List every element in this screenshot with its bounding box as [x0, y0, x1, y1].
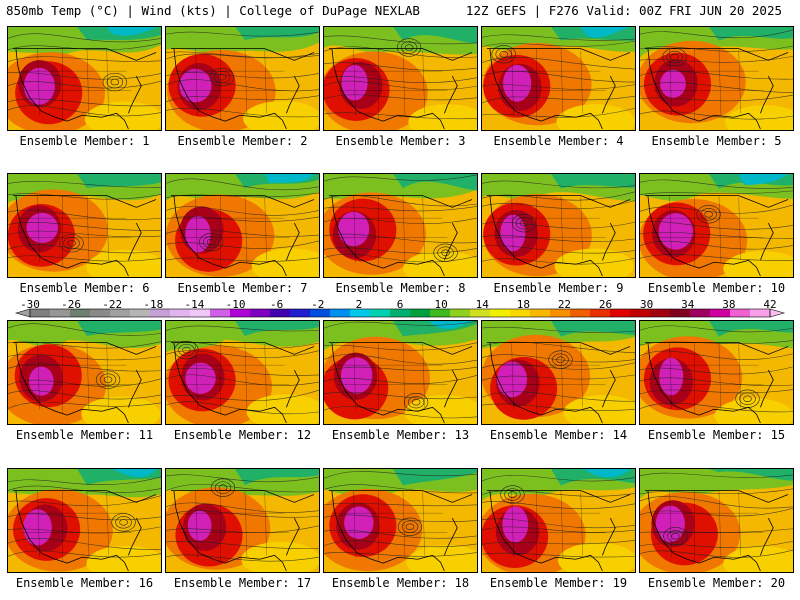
- colorbar-segment: [670, 309, 691, 317]
- ensemble-member-map: [481, 173, 636, 278]
- ensemble-member-map: [639, 173, 794, 278]
- colorbar-segment: [210, 309, 231, 317]
- colorbar-tick-label: -26: [61, 298, 82, 311]
- ensemble-member-map: [7, 468, 162, 573]
- ensemble-member-label: Ensemble Member: 18: [331, 576, 470, 590]
- ensemble-member-map: [639, 468, 794, 573]
- ensemble-member-label: Ensemble Member: 11: [15, 428, 154, 442]
- ensemble-member-map: [165, 468, 320, 573]
- colorbar-tick-label: 22: [557, 298, 572, 311]
- ensemble-member-label: Ensemble Member: 12: [173, 428, 312, 442]
- colorbar-tick-label: -22: [102, 298, 123, 311]
- ensemble-member-label: Ensemble Member: 10: [647, 281, 786, 295]
- colorbar-segment: [390, 309, 411, 317]
- ensemble-member-label: Ensemble Member: 19: [489, 576, 628, 590]
- ensemble-member-map: [7, 173, 162, 278]
- colorbar-tick-label: 38: [722, 298, 736, 311]
- colorbar-segment: [350, 309, 371, 317]
- ensemble-member-label: Ensemble Member: 16: [15, 576, 154, 590]
- colorbar-tick-label: -14: [184, 298, 205, 311]
- colorbar-segment: [30, 309, 51, 317]
- colorbar-segment: [590, 309, 611, 317]
- colorbar-segment: [310, 309, 331, 317]
- ensemble-member-map: [165, 320, 320, 425]
- colorbar-segment: [50, 309, 71, 317]
- ensemble-member-label: Ensemble Member: 17: [173, 576, 312, 590]
- run-info: 12Z GEFS | F276 Valid: 00Z FRI JUN 20 20…: [465, 3, 782, 18]
- colorbar-tick-label: 10: [434, 298, 448, 311]
- colorbar-segment: [610, 309, 631, 317]
- colorbar-segment: [570, 309, 591, 317]
- ensemble-member-map: [7, 320, 162, 425]
- colorbar-tick-label: 42: [763, 298, 777, 311]
- ensemble-member-map: [323, 26, 478, 131]
- colorbar-tick-label: -18: [143, 298, 164, 311]
- colorbar-segment: [450, 309, 471, 317]
- ensemble-member-label: Ensemble Member: 2: [177, 134, 308, 148]
- colorbar-segment: [750, 309, 771, 317]
- colorbar-tick-label: 26: [598, 298, 613, 311]
- ensemble-member-map: [481, 468, 636, 573]
- colorbar-segment: [70, 309, 91, 317]
- colorbar-segment: [170, 309, 191, 317]
- colorbar-segment: [650, 309, 671, 317]
- colorbar-segment: [410, 309, 431, 317]
- colorbar-segment: [490, 309, 511, 317]
- colorbar-segment: [630, 309, 651, 317]
- ensemble-member-map: [323, 320, 478, 425]
- colorbar-segment: [510, 309, 531, 317]
- colorbar-segment: [110, 309, 131, 317]
- colorbar-segment: [290, 309, 311, 317]
- colorbar-segment: [130, 309, 151, 317]
- colorbar-tick-label: -10: [225, 298, 246, 311]
- ensemble-member-map: [639, 320, 794, 425]
- colorbar-tick-label: 18: [516, 298, 530, 311]
- ensemble-member-label: Ensemble Member: 9: [493, 281, 624, 295]
- map-title: 850mb Temp (°C) | Wind (kts) | College o…: [6, 3, 420, 18]
- colorbar-segment: [550, 309, 571, 317]
- ensemble-member-label: Ensemble Member: 1: [19, 134, 150, 148]
- temperature-colorbar: [14, 308, 786, 318]
- ensemble-member-map: [165, 173, 320, 278]
- ensemble-member-label: Ensemble Member: 15: [647, 428, 786, 442]
- ensemble-member-label: Ensemble Member: 8: [335, 281, 466, 295]
- ensemble-member-map: [639, 26, 794, 131]
- ensemble-member-label: Ensemble Member: 14: [489, 428, 628, 442]
- colorbar-segment: [150, 309, 171, 317]
- ensemble-member-label: Ensemble Member: 3: [335, 134, 466, 148]
- colorbar-tick-label: -30: [20, 298, 40, 311]
- colorbar-tick-label: 34: [681, 298, 695, 311]
- ensemble-member-label: Ensemble Member: 20: [647, 576, 786, 590]
- colorbar-segment: [230, 309, 251, 317]
- colorbar-segment: [690, 309, 711, 317]
- colorbar-tick-label: 6: [396, 298, 404, 311]
- colorbar-segment: [710, 309, 731, 317]
- ensemble-member-map: [7, 26, 162, 131]
- colorbar-tick-label: 14: [475, 298, 489, 311]
- ensemble-member-map: [323, 468, 478, 573]
- ensemble-member-map: [481, 320, 636, 425]
- colorbar-segment: [330, 309, 351, 317]
- ensemble-member-map: [323, 173, 478, 278]
- colorbar-segment: [90, 309, 111, 317]
- ensemble-member-map: [165, 26, 320, 131]
- colorbar-segment: [530, 309, 551, 317]
- ensemble-member-map: [481, 26, 636, 131]
- ensemble-member-label: Ensemble Member: 7: [177, 281, 308, 295]
- colorbar-tick-label: -6: [270, 298, 284, 311]
- ensemble-member-label: Ensemble Member: 5: [651, 134, 782, 148]
- colorbar-tick-label: 30: [640, 298, 654, 311]
- colorbar-segment: [730, 309, 751, 317]
- colorbar-tick-label: 2: [355, 298, 363, 311]
- ensemble-member-label: Ensemble Member: 4: [493, 134, 624, 148]
- colorbar-tick-label: -2: [311, 298, 325, 311]
- ensemble-member-label: Ensemble Member: 13: [331, 428, 470, 442]
- colorbar-segment: [370, 309, 391, 317]
- colorbar-segment: [190, 309, 211, 317]
- ensemble-member-label: Ensemble Member: 6: [19, 281, 150, 295]
- colorbar-segment: [250, 309, 271, 317]
- colorbar-segment: [470, 309, 491, 317]
- colorbar-segment: [270, 309, 291, 317]
- colorbar-segment: [430, 309, 451, 317]
